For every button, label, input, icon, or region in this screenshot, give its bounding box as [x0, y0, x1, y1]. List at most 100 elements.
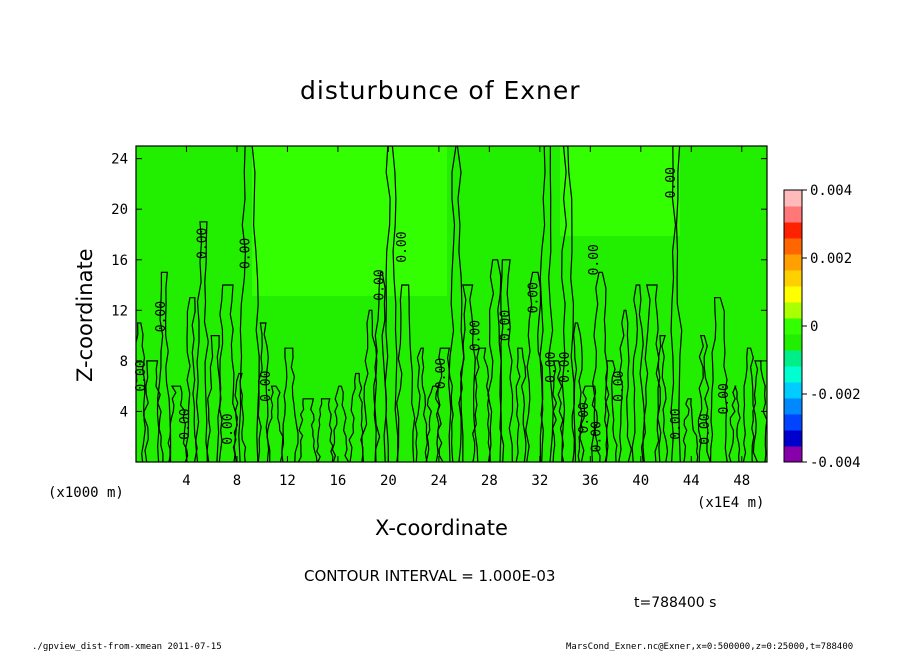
contour-label: 0.00 [468, 320, 483, 351]
colorbar-swatch [784, 206, 802, 223]
contour-line [297, 398, 318, 462]
contour-line [640, 284, 662, 462]
contour-label: 0.00 [577, 402, 592, 433]
contour-line [156, 271, 172, 462]
y-tick-label: 16 [111, 253, 128, 269]
y-axis: 4 8 12 16 20 24 [111, 152, 767, 420]
contour-line [266, 385, 284, 462]
colorbar-tick-label: 0.002 [810, 251, 852, 267]
colorbar-tick-label: 0.004 [810, 183, 852, 199]
y-tick-label: 20 [111, 202, 128, 218]
colorbar-swatch [784, 398, 802, 415]
y-axis-title: Z-coordinate [73, 248, 97, 382]
contour-line [571, 322, 585, 462]
contour-line [141, 360, 164, 462]
contour-line [742, 347, 758, 462]
colorbar-tick-label: 0 [810, 319, 818, 335]
contour-line [710, 297, 728, 462]
contour-label: 0.00 [526, 282, 541, 313]
contour-line [238, 146, 260, 462]
contour-line [383, 146, 399, 462]
y-tick-label: 4 [120, 404, 128, 420]
contour-label: 0.00 [239, 238, 254, 269]
contour-line [561, 146, 577, 462]
colorbar-swatch [784, 254, 802, 271]
x-axis: 4 8 12 16 20 24 28 32 36 40 44 48 [182, 146, 750, 489]
contour-line [697, 335, 711, 462]
contour-label: 0.00 [544, 352, 559, 383]
contour-line [682, 398, 699, 462]
contour-line [425, 385, 444, 462]
contour-line [458, 284, 479, 462]
contour-line [194, 221, 210, 462]
colorbar-swatch [784, 286, 802, 303]
x-tick-label: 4 [182, 473, 190, 489]
x-tick-label: 44 [683, 473, 700, 489]
contour-label: 0.00 [558, 352, 573, 383]
contour-line [414, 347, 428, 462]
time-text: t=788400 s [634, 595, 717, 611]
contour-line [654, 335, 669, 462]
colorbar-swatch [784, 366, 802, 383]
contour-label-group: 0.000.000.000.000.000.000.000.000.000.00… [134, 167, 732, 452]
y-tick-label: 8 [120, 354, 128, 370]
x-tick-label: 12 [279, 473, 296, 489]
contour-line [591, 271, 610, 462]
colorbar-swatch [784, 446, 802, 463]
contour-label: 0.00 [717, 383, 732, 414]
x-tick-label: 40 [632, 473, 649, 489]
colorbar-swatch [784, 222, 802, 239]
contour-label: 0.00 [664, 167, 679, 198]
colorbar-swatch [784, 334, 802, 351]
colorbar-swatch [784, 350, 802, 367]
colorbar-swatch [784, 382, 802, 399]
contour-line [751, 360, 767, 462]
contour-label: 0.00 [698, 413, 713, 444]
contour-label: 0.00 [587, 244, 602, 275]
colorbar-swatch [784, 270, 802, 287]
x-tick-label: 32 [531, 473, 548, 489]
colorbar-tick-label: -0.002 [810, 387, 861, 403]
contour-line [631, 284, 646, 462]
x-tick-label: 36 [582, 473, 599, 489]
contour-line [348, 372, 364, 462]
contour-label: 0.00 [221, 413, 236, 444]
contour-line [603, 360, 618, 462]
x-tick-label: 28 [481, 473, 498, 489]
contour-line [539, 146, 554, 462]
colorbar-swatch [784, 238, 802, 255]
footer-left: ./gpview_dist-from-xmean 2011-07-15 [32, 642, 222, 652]
y-tick-label: 24 [111, 152, 128, 168]
contour-line [316, 398, 334, 462]
contour-line [167, 385, 189, 462]
contour-line [515, 347, 527, 462]
colorbar-swatch [784, 430, 802, 447]
contour-line [577, 385, 601, 462]
y-unit-label: (x1E4 m) [697, 495, 764, 511]
contour-label: 0.00 [669, 408, 684, 439]
x-axis-title: X-coordinate [375, 516, 508, 540]
contour-label: 0.00 [154, 301, 169, 332]
contour-line [551, 360, 565, 462]
contour-line [396, 284, 416, 462]
contour-label: 0.00 [395, 231, 410, 262]
colorbar-swatch [784, 302, 802, 319]
x-tick-label: 8 [233, 473, 241, 489]
contour-line [257, 322, 271, 462]
contour-line [185, 297, 198, 462]
colorbar-tick-label: -0.004 [810, 455, 861, 471]
x-tick-label: 48 [733, 473, 750, 489]
contour-lines [136, 146, 767, 462]
contour-label: 0.00 [434, 358, 449, 389]
colorbar-swatch [784, 190, 802, 207]
contour-label: 0.00 [589, 421, 604, 452]
contour-line [216, 284, 238, 462]
contour-label: 0.00 [134, 360, 149, 391]
contour-line [618, 309, 633, 462]
plot-frame [135, 145, 768, 463]
page-title: disturbunce of Exner [300, 76, 581, 105]
contour-line [435, 347, 454, 462]
footer-right: MarsCond_Exner.nc@Exner,x=0:500000,z=0:2… [566, 642, 854, 652]
contour-line [728, 385, 741, 462]
